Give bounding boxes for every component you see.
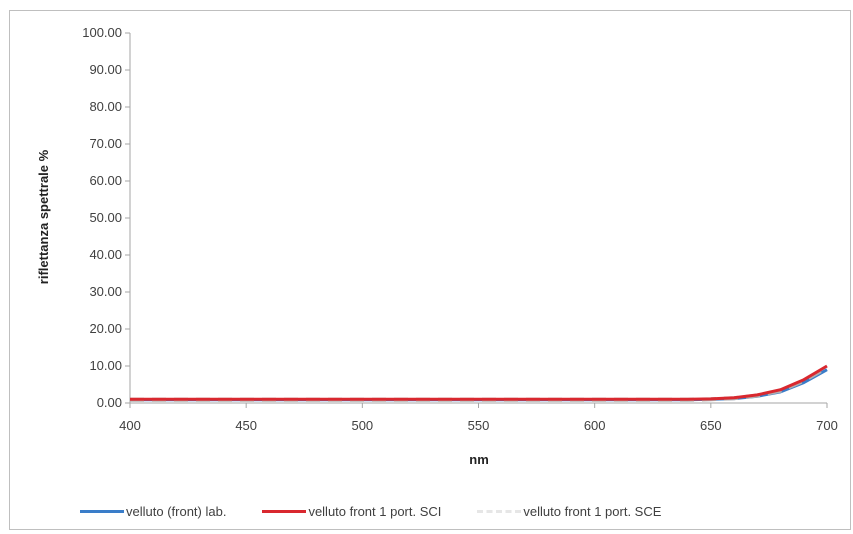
x-tick-label: 400 [119, 418, 141, 433]
chart-frame [9, 10, 851, 530]
series-line-0 [130, 368, 828, 402]
legend-label-lab: velluto (front) lab. [126, 503, 227, 519]
legend-label-sce: velluto front 1 port. SCE [523, 503, 662, 519]
y-tick-label: 100.00 [82, 25, 122, 40]
legend-swatch-lab [80, 509, 124, 513]
series-line-2 [130, 365, 828, 402]
y-axis-title: riflettanza spettrale % [36, 149, 51, 284]
legend-swatch-sce [477, 509, 522, 513]
x-tick-label: 450 [235, 418, 257, 433]
x-tick-label: 700 [816, 418, 838, 433]
y-tick-label: 30.00 [89, 284, 122, 299]
series-line-1 [130, 364, 828, 401]
y-tick-label: 90.00 [89, 62, 122, 77]
x-axis-title: nm [469, 452, 489, 467]
x-tick-label: 600 [584, 418, 606, 433]
y-tick-label: 0.00 [97, 395, 122, 410]
x-tick-label: 550 [468, 418, 490, 433]
y-tick-label: 50.00 [89, 210, 122, 225]
legend-item-lab: velluto (front) lab. [80, 504, 226, 519]
x-tick-label: 650 [700, 418, 722, 433]
y-tick-label: 40.00 [89, 247, 122, 262]
y-tick-label: 70.00 [89, 136, 122, 151]
y-tick-label: 20.00 [89, 321, 122, 336]
legend-item-sce: velluto front 1 port. SCE [477, 504, 661, 519]
y-tick-label: 80.00 [89, 99, 122, 114]
legend-item-sci: velluto front 1 port. SCI [262, 504, 441, 519]
y-tick-label: 10.00 [89, 358, 122, 373]
legend-swatch-sci [262, 509, 307, 513]
y-tick-label: 60.00 [89, 173, 122, 188]
legend-label-sci: velluto front 1 port. SCI [308, 503, 442, 519]
legend: velluto (front) lab. velluto front 1 por… [80, 500, 840, 522]
x-tick-label: 500 [351, 418, 373, 433]
